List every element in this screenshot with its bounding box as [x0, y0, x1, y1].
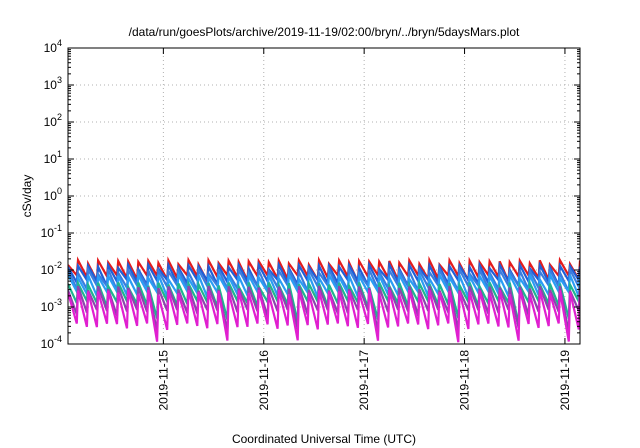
y-axis-ticks: 10-4 10-3 10-2 10-1 100 101 102 103 104: [41, 38, 580, 351]
y-tick-label: 10-2: [41, 260, 62, 277]
series-layer: [68, 255, 580, 343]
x-tick-label: 2019-11-17: [357, 350, 371, 411]
x-axis-ticks: 2019-11-15 2019-11-16 2019-11-17 2019-11-18…: [156, 48, 572, 411]
y-tick-label: 10-4: [41, 334, 62, 351]
y-tick-label: 104: [44, 38, 62, 55]
x-axis-label: Coordinated Universal Time (UTC): [232, 432, 416, 446]
x-tick-label: 2019-11-15: [156, 350, 170, 411]
y-tick-label: 10-1: [41, 223, 62, 240]
x-tick-label: 2019-11-18: [458, 350, 472, 411]
y-tick-label: 102: [44, 112, 62, 129]
y-tick-label: 103: [44, 75, 62, 92]
x-tick-label: 2019-11-16: [257, 350, 271, 411]
y-axis-label: cSv/day: [20, 175, 34, 218]
y-tick-label: 10-3: [41, 297, 62, 314]
y-tick-label: 101: [44, 149, 62, 166]
chart-title: /data/run/goesPlots/archive/2019-11-19/0…: [129, 25, 520, 39]
series-line: [68, 289, 580, 343]
x-tick-label: 2019-11-19: [558, 350, 572, 411]
y-tick-label: 100: [44, 186, 62, 203]
